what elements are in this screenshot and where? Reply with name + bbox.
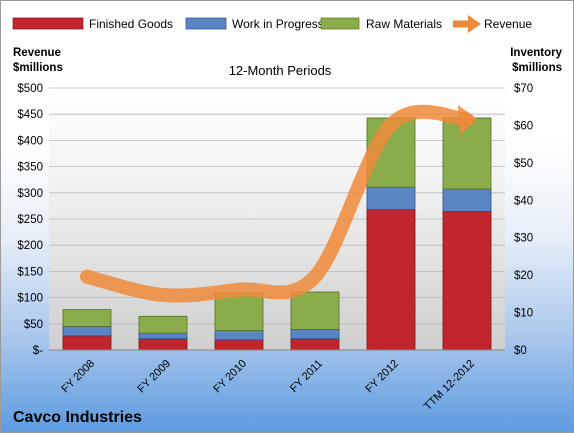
left-axis-label-line1: Revenue — [13, 47, 61, 59]
right-tick-label: $50 — [514, 158, 533, 170]
x-axis-ticks: FY 2008 FY 2009 FY 2010 FY 2011 FY 2012 TTM 1… — [59, 358, 477, 413]
right-tick-label: $40 — [514, 195, 533, 207]
bar-segment — [442, 211, 492, 351]
right-tick-label: $10 — [514, 308, 533, 320]
left-tick-label: $- — [33, 345, 43, 357]
legend-label-raw-materials: Raw Materials — [366, 17, 442, 31]
bar-segment — [138, 338, 188, 351]
bar-segment — [442, 117, 492, 190]
right-axis-label-line1: Inventory — [510, 47, 562, 59]
revenue-line — [80, 104, 474, 303]
left-axis-label-line2: $millions — [13, 62, 63, 74]
revenue-line-group — [80, 104, 477, 303]
bar-segment — [138, 332, 188, 340]
revenue-line-arrowhead — [457, 105, 477, 135]
bar-segment — [366, 186, 416, 211]
left-tick-label: $450 — [17, 109, 43, 121]
left-tick-label: $500 — [17, 83, 43, 95]
x-tick-label: FY 2011 — [288, 358, 325, 395]
legend-label-revenue: Revenue — [484, 17, 532, 31]
right-tick-label: $0 — [514, 345, 527, 357]
right-axis-label-line2: $millions — [512, 62, 562, 74]
right-tick-label: $30 — [514, 233, 533, 245]
x-tick-label: FY 2008 — [59, 358, 97, 396]
bar-segment — [214, 292, 264, 331]
legend-item-revenue: Revenue — [453, 15, 532, 33]
right-tick-label: $70 — [514, 83, 533, 95]
bar-segment — [62, 335, 112, 351]
bar-segment — [214, 339, 264, 351]
x-tick-label: FY 2009 — [135, 358, 173, 396]
legend-item-finished-goods: Finished Goods — [12, 17, 173, 31]
bar-segment — [138, 315, 188, 334]
bar-segment — [290, 338, 340, 351]
left-tick-label: $50 — [24, 319, 43, 331]
chart-title: 12-Month Periods — [229, 63, 332, 78]
legend: Finished Goods Work in Progress Raw Mate… — [12, 15, 532, 33]
x-tick-label: FY 2010 — [211, 358, 249, 396]
legend-item-work-in-progress: Work in Progress — [185, 17, 324, 31]
bar-series-group — [62, 117, 492, 351]
left-tick-label: $300 — [17, 188, 43, 200]
left-tick-label: $250 — [17, 214, 43, 226]
right-tick-label: $20 — [514, 270, 533, 282]
left-tick-label: $350 — [17, 162, 43, 174]
legend-label-finished-goods: Finished Goods — [89, 17, 173, 31]
left-tick-label: $200 — [17, 240, 43, 252]
bar-segment — [214, 330, 264, 341]
company-name: Cavco Industries — [13, 409, 142, 426]
left-axis-ticks: $- $50 $100 $150 $200 $250 $300 $350 $400 $450 $50… — [17, 83, 43, 357]
right-axis-ticks: $0 $10 $20 $30 $40 $50 $60 $70 — [514, 83, 533, 357]
legend-item-raw-materials: Raw Materials — [320, 17, 442, 31]
bar-segment — [442, 188, 492, 212]
x-tick-label: FY 2012 — [363, 358, 401, 396]
legend-label-work-in-progress: Work in Progress — [232, 17, 324, 31]
bar-segment — [290, 291, 340, 330]
bar-segment — [62, 309, 112, 327]
left-tick-label: $400 — [17, 135, 43, 147]
x-tick-label: TTM 12-2012 — [422, 358, 477, 413]
bar-segment — [62, 326, 112, 337]
right-tick-label: $60 — [514, 120, 533, 132]
left-tick-label: $100 — [17, 293, 43, 305]
bar-segment — [366, 209, 416, 351]
left-tick-label: $150 — [17, 266, 43, 278]
bar-segment — [290, 329, 340, 340]
